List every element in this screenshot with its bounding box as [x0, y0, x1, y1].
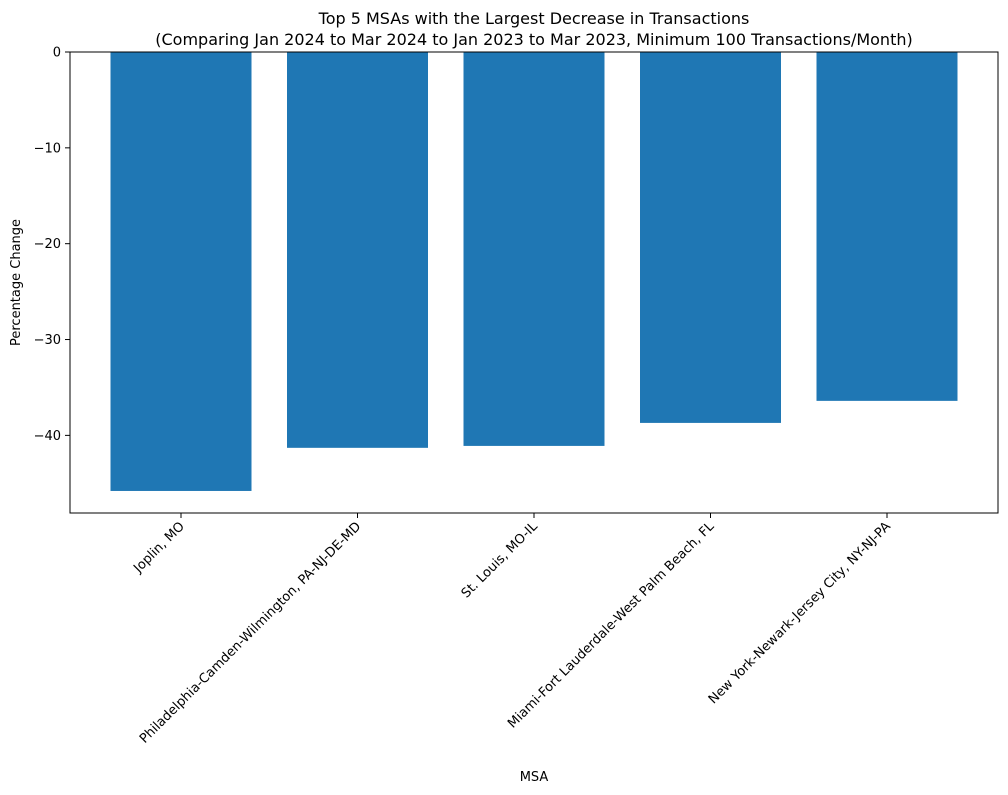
bar [463, 52, 605, 446]
chart-title: Top 5 MSAs with the Largest Decrease in … [318, 9, 750, 28]
bars-group [110, 52, 958, 491]
y-tick-label: −40 [34, 429, 61, 444]
bar [110, 52, 252, 491]
y-axis-label: Percentage Change [9, 219, 24, 346]
y-tick-label: −30 [34, 333, 61, 348]
bar [640, 52, 781, 423]
bar [816, 52, 958, 401]
y-axis-ticks: 0 −10 −20 −30 −40 [34, 46, 70, 444]
bar [287, 52, 428, 448]
y-tick-label: −20 [34, 237, 61, 252]
y-tick-label: 0 [53, 46, 61, 61]
x-axis-label: MSA [520, 770, 549, 785]
y-tick-label: −10 [34, 141, 61, 156]
plot-frame [69, 51, 999, 514]
chart-subtitle: (Comparing Jan 2024 to Mar 2024 to Jan 2… [155, 30, 912, 49]
